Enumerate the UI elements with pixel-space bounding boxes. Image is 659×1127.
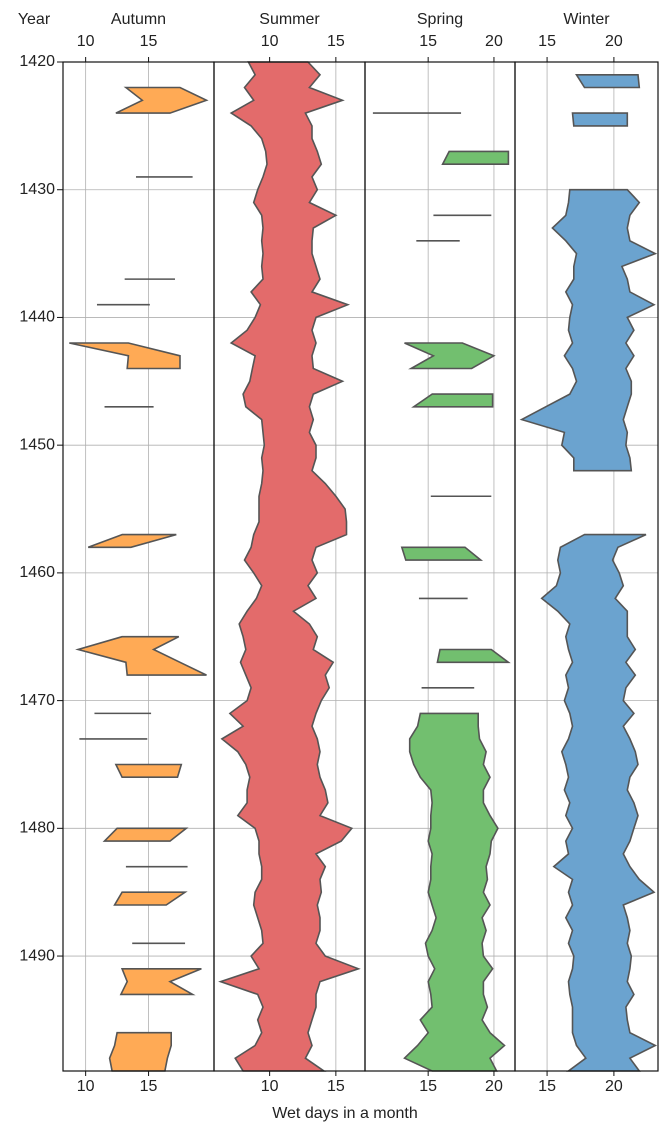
range-area [575, 74, 641, 89]
y-tick-label: 1470 [19, 692, 55, 709]
range-area [87, 533, 177, 549]
frame [57, 57, 659, 1076]
y-axis-label: Year [18, 11, 51, 28]
x-tick-label: 10 [77, 33, 95, 50]
y-tick-label: 1490 [19, 947, 55, 964]
x-tick-label: 10 [261, 33, 279, 50]
x-tick-label: 15 [327, 1078, 345, 1095]
range-area [411, 393, 494, 408]
x-tick-label: 15 [538, 33, 556, 50]
range-area [115, 86, 209, 114]
range-area [519, 188, 658, 472]
plot-area [69, 61, 658, 1072]
x-tick-label: 15 [419, 1078, 437, 1095]
range-area [436, 648, 511, 664]
y-tick-label: 1430 [19, 181, 55, 198]
range-area [540, 533, 658, 1072]
x-tick-label: 20 [485, 1078, 503, 1095]
range-area [441, 150, 510, 165]
y-tick-label: 1450 [19, 436, 55, 453]
range-area [75, 635, 207, 676]
x-tick-label: 20 [485, 33, 503, 50]
x-axis-label: Wet days in a month [272, 1105, 418, 1122]
y-tick-label: 1420 [19, 53, 55, 70]
range-area [114, 763, 183, 778]
x-tick-label: 20 [605, 1078, 623, 1095]
range-area [119, 968, 202, 996]
panel-title: Autumn [111, 11, 166, 28]
range-area [108, 1031, 172, 1072]
panel-title: Spring [417, 11, 463, 28]
x-tick-label: 10 [77, 1078, 95, 1095]
range-area [102, 827, 189, 842]
x-tick-label: 10 [261, 1078, 279, 1095]
panel-title: Winter [563, 11, 610, 28]
range-area [218, 61, 361, 1072]
panel-frame [514, 61, 659, 1072]
range-area [571, 112, 629, 127]
y-tick-label: 1480 [19, 820, 55, 837]
x-tick-label: 15 [140, 1078, 158, 1095]
range-area [403, 712, 506, 1072]
y-tick-label: 1440 [19, 309, 55, 326]
x-tick-label: 15 [327, 33, 345, 50]
range-area [113, 891, 188, 906]
x-tick-label: 15 [419, 33, 437, 50]
x-tick-label: 20 [605, 33, 623, 50]
x-tick-label: 15 [140, 33, 158, 50]
x-tick-label: 15 [538, 1078, 556, 1095]
range-area [69, 342, 181, 370]
y-tick-label: 1460 [19, 564, 55, 581]
range-area [404, 342, 496, 370]
panel-title: Summer [259, 11, 320, 28]
range-area [400, 546, 484, 561]
